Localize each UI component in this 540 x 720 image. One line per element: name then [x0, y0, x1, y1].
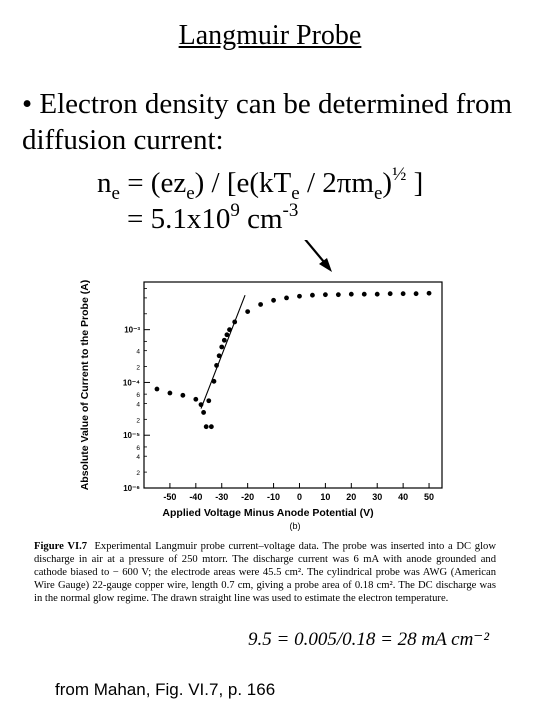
source-credit: from Mahan, Fig. VI.7, p. 166 — [55, 680, 276, 699]
data-point — [361, 291, 367, 297]
eq-mid-2: / 2πm — [299, 167, 374, 199]
x-tick-label: 30 — [372, 492, 382, 502]
data-point — [400, 291, 406, 297]
eq-sub-2: e — [291, 183, 300, 204]
handwritten-note: 9.5 = 0.005/0.18 = 28 mA cm⁻² — [248, 629, 490, 650]
fit-line — [200, 294, 246, 409]
caption-text: Experimental Langmuir probe current–volt… — [34, 541, 496, 604]
bullet-point: • Electron density can be determined fro… — [22, 86, 532, 158]
x-tick-label: -40 — [189, 492, 202, 502]
eq-half: ½ — [392, 164, 407, 185]
data-point — [297, 293, 302, 299]
eq-lhs: n — [97, 167, 112, 199]
bullet-marker: • — [22, 88, 33, 120]
data-point — [206, 398, 212, 404]
y-minor-label: 2 — [136, 417, 140, 424]
y-axis-ticks: 10⁻⁶ 10⁻⁵ 10⁻⁴ 10⁻³ 2 4 6 2 4 6 2 4 — [123, 288, 150, 493]
x-tick-label: 0 — [297, 492, 302, 502]
data-point — [310, 292, 315, 298]
data-point — [208, 424, 214, 430]
eq-close: ) — [382, 167, 393, 199]
panel-label: (b) — [290, 521, 301, 531]
y-minor-label: 4 — [136, 454, 140, 461]
data-point — [413, 291, 419, 297]
result-exp: 9 — [230, 200, 240, 221]
data-point — [167, 390, 173, 396]
data-point — [203, 424, 209, 430]
y-tick-label: 10⁻³ — [124, 326, 140, 335]
y-minor-label: 4 — [136, 401, 140, 408]
data-point — [322, 292, 328, 298]
eq-sub-3: e — [373, 183, 383, 204]
iv-chart: -50 -40 -30 -20 -10 0 10 20 30 40 50 10⁻⁶10⁻⁵10⁻⁴1… — [79, 240, 443, 531]
plot-frame — [143, 281, 443, 489]
eq-mid-1: ) / [e(kT — [194, 167, 292, 199]
result-prefix: = 5.1x10 — [127, 203, 231, 235]
x-tick-label: 20 — [346, 492, 356, 502]
data-point — [335, 292, 341, 298]
y-minor-label: 6 — [136, 392, 140, 399]
result-unit: cm — [239, 203, 283, 235]
caption-label: Figure VI.7 — [34, 541, 88, 552]
x-tick-label: 40 — [398, 492, 408, 502]
slide-title: Langmuir Probe — [178, 20, 362, 51]
y-tick-label: 10⁻⁵ — [123, 431, 140, 440]
y-tick-label: 10⁻⁴ — [123, 378, 140, 387]
x-tick-label: -20 — [241, 492, 254, 502]
data-point — [271, 297, 276, 303]
figure-caption: Figure VI.7 Experimental Langmuir probe … — [34, 540, 496, 605]
data-point — [284, 295, 289, 301]
bullet-text: Electron density can be determined from … — [22, 88, 513, 156]
eq-sub-1: e — [186, 183, 195, 204]
x-tick-label: -30 — [215, 492, 228, 502]
y-tick-label: 10⁻⁶ — [123, 484, 140, 493]
data-point — [193, 396, 199, 402]
data-point — [426, 290, 432, 296]
x-tick-label: 50 — [424, 492, 434, 502]
data-point — [258, 302, 264, 307]
y-minor-label: 2 — [136, 470, 140, 477]
density-result: = 5.1x109 cm-3 — [127, 200, 299, 236]
data-point — [154, 386, 160, 392]
data-point — [219, 344, 225, 350]
x-tick-label: -10 — [267, 492, 280, 502]
x-tick-label: 10 — [320, 492, 330, 502]
data-point — [221, 337, 227, 343]
data-point — [201, 410, 207, 415]
data-point — [224, 332, 230, 338]
x-tick-label: -50 — [163, 492, 176, 502]
eq-end: ] — [406, 167, 424, 199]
x-axis-label: Applied Voltage Minus Anode Potential (V… — [162, 507, 373, 519]
data-point — [387, 291, 393, 297]
x-axis-ticks: -50 -40 -30 -20 -10 0 10 20 30 40 50 — [163, 483, 434, 502]
data-point — [245, 309, 251, 314]
data-points — [154, 290, 432, 430]
eq-lhs-sub: e — [111, 183, 120, 204]
data-point — [211, 378, 217, 384]
data-point — [374, 291, 380, 297]
figure: -50 -40 -30 -20 -10 0 10 20 30 40 50 10⁻⁶ 10⁻⁵ 10⁻⁴ 1… — [28, 240, 508, 660]
density-equation: ne = (eze) / [e(kTe / 2πme)½ ] — [97, 164, 424, 204]
pointer-arrow — [304, 240, 332, 272]
y-axis-label: Absolute Value of Current to the Probe (… — [79, 280, 91, 491]
y-minor-label: 2 — [136, 365, 140, 372]
result-unit-exp: -3 — [282, 200, 299, 221]
data-point — [348, 291, 354, 297]
eq-open: = (ez — [119, 167, 187, 199]
data-point — [216, 353, 222, 359]
y-minor-label: 4 — [136, 349, 140, 356]
y-minor-label: 6 — [136, 445, 140, 452]
data-point — [180, 392, 186, 398]
